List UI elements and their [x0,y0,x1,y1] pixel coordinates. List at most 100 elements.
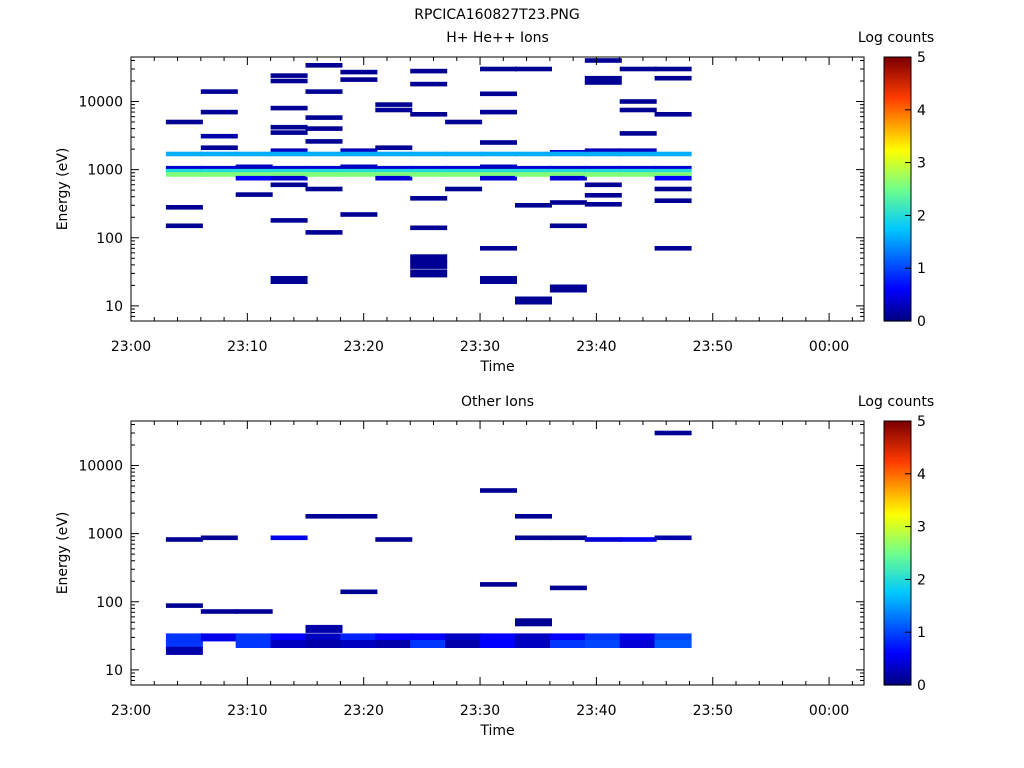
heatmap-cell [270,182,308,188]
panel-title: Other Ions [461,394,534,410]
colorbar-step [884,255,911,258]
colorbar-step [884,184,911,188]
colorbar-step [884,94,911,98]
colorbar-step [884,511,911,514]
colorbar-step [884,456,911,459]
heatmap-cell [654,151,692,157]
heatmap-cell [445,172,483,177]
colorbar-step [884,233,911,236]
colorbar-step [884,434,911,437]
heatmap-cell [305,168,343,174]
colorbar-step [884,277,911,280]
colorbar-step [884,471,911,475]
colorbar-step [884,522,911,525]
colorbar-step [884,123,911,126]
colorbar-step [884,263,911,267]
colorbar-step [884,292,911,296]
heatmap-cell [480,640,517,648]
colorbar-step [884,129,911,133]
colorbar-step [884,105,911,109]
heatmap-cell [375,537,413,542]
heatmap-cell [305,89,343,94]
colorbar-step [884,87,911,91]
heatmap-cell [584,148,622,153]
heatmap-cell [480,172,517,177]
colorbar-step [884,605,911,609]
colorbar-step [884,460,911,464]
colorbar-step [884,570,911,574]
heatmap-cell [584,182,622,188]
colorbar-tick-label: 5 [917,414,926,430]
colorbar-step [884,76,911,80]
x-tick-label: 23:00 [111,339,151,355]
colorbar-step [884,296,911,300]
heatmap-cell [515,151,552,157]
colorbar-step [884,310,911,313]
colorbar-step [884,427,911,431]
colorbar-step [884,535,911,539]
heatmap-cell [305,186,343,192]
colorbar-step [884,142,911,146]
colorbar-step [884,610,911,613]
colorbar-step [884,109,911,113]
colorbar-step [884,314,911,318]
heatmap-cell [654,633,692,642]
heatmap-cell [584,151,622,157]
colorbar-step [884,436,911,440]
colorbar-step [884,454,911,457]
heatmap-cell [584,633,622,642]
heatmap-cell [340,69,378,75]
colorbar-step [884,204,911,208]
colorbar-step [884,85,911,89]
heatmap-cell [410,172,448,177]
heatmap-cell [445,186,483,192]
heatmap-cell [165,119,203,125]
colorbar-tick-label: 4 [917,103,926,119]
colorbar-step [884,70,911,73]
colorbar-step [884,493,911,497]
colorbar-step [884,178,911,181]
heatmap-cell [619,148,657,153]
colorbar-step [884,266,911,269]
colorbar-step [884,645,911,649]
heatmap-cell [549,165,587,171]
heatmap-cell [375,175,413,181]
heatmap-cell [584,537,622,542]
colorbar-step [884,153,911,157]
heatmap-cell [654,535,692,541]
colorbar-step [884,458,911,462]
heatmap-cell [200,609,238,614]
heatmap-cell [270,124,308,130]
colorbar-step [884,281,911,285]
colorbar-step [884,290,911,293]
colorbar-step [884,550,911,554]
colorbar-step [884,228,911,232]
colorbar-step [884,515,911,519]
colorbar-tick-label: 2 [917,572,926,588]
x-tick-label: 23:20 [344,339,384,355]
colorbar-step [884,502,911,506]
heatmap-cell [410,254,448,263]
y-axis-label: Energy (eV) [55,512,71,595]
colorbar-step [884,548,911,552]
heatmap-cell [305,514,343,519]
x-tick-label: 23:50 [693,703,733,719]
x-tick-label: 23:50 [693,339,733,355]
colorbar-step [884,224,911,227]
heatmap-cell [200,535,238,541]
heatmap-cell [410,196,448,201]
colorbar-step [884,116,911,120]
colorbar-step [884,447,911,451]
colorbar-step [884,489,911,492]
heatmap-cell [270,165,308,171]
colorbar-step [884,682,911,686]
heatmap-cell [340,168,378,174]
colorbar-step [884,621,911,624]
colorbar-step [884,61,911,65]
heatmap-cell [410,640,448,648]
colorbar-frame [883,56,912,322]
heatmap-cell [480,109,517,115]
colorbar-step [884,465,911,468]
heatmap-cell [584,168,622,174]
heatmap-cell [619,165,657,171]
